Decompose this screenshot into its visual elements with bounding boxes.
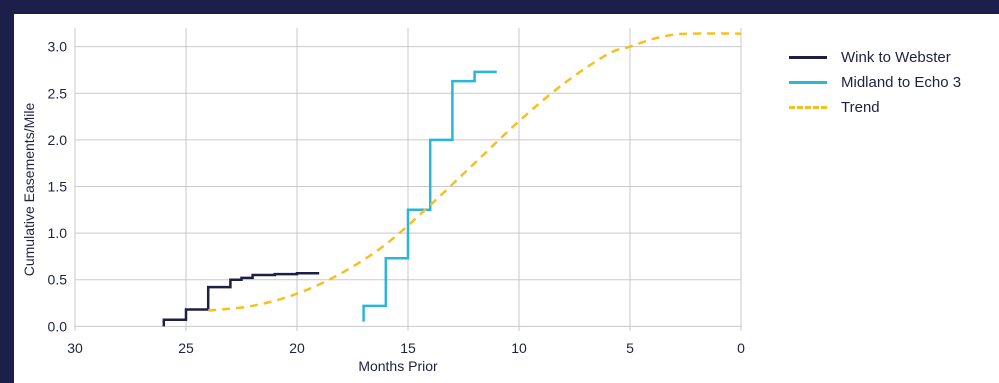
x-tick-label: 20 <box>289 340 305 356</box>
x-tick-label: 10 <box>511 340 527 356</box>
legend-label: Midland to Echo 3 <box>841 74 962 91</box>
legend-item-trend: Trend <box>789 95 961 120</box>
chart-panel: 30 25 20 15 10 5 0 0.0 0.5 1.0 1.5 2.0 2.5 3.0 Months … <box>14 14 999 383</box>
y-tick-label: 0.0 <box>48 318 68 334</box>
y-tick-label: 1.5 <box>48 178 68 194</box>
legend-label: Wink to Webster <box>841 49 951 66</box>
legend-swatch-wink-to-webster <box>789 56 827 59</box>
legend-item-wink-to-webster: Wink to Webster <box>789 45 961 70</box>
legend-swatch-trend <box>789 106 827 109</box>
line-chart: 30 25 20 15 10 5 0 0.0 0.5 1.0 1.5 2.0 2.5 3.0 Months … <box>21 28 745 374</box>
x-tick-label: 25 <box>178 340 194 356</box>
legend-label: Trend <box>841 99 880 116</box>
legend-swatch-midland-to-echo-3 <box>789 81 827 84</box>
y-tick-label: 1.0 <box>48 225 68 241</box>
series-line-midland-to-echo-3 <box>362 70 497 322</box>
x-tick-label: 0 <box>737 340 745 356</box>
x-axis-label: Months Prior <box>358 358 438 374</box>
legend-item-midland-to-echo-3: Midland to Echo 3 <box>789 70 961 95</box>
y-tick-label: 2.5 <box>48 85 68 101</box>
y-tick-label: 3.0 <box>48 39 68 55</box>
x-tick-label: 30 <box>67 340 83 356</box>
y-tick-label: 0.5 <box>48 272 68 288</box>
x-tick-label: 5 <box>626 340 634 356</box>
x-tick-label: 15 <box>400 340 416 356</box>
series-line-wink-to-webster <box>162 271 320 327</box>
y-tick-label: 2.0 <box>48 132 68 148</box>
series-line-trend <box>208 32 742 312</box>
y-axis-label: Cumulative Easements/Mile <box>21 103 37 277</box>
chart-legend: Wink to Webster Midland to Echo 3 Trend <box>789 45 961 120</box>
